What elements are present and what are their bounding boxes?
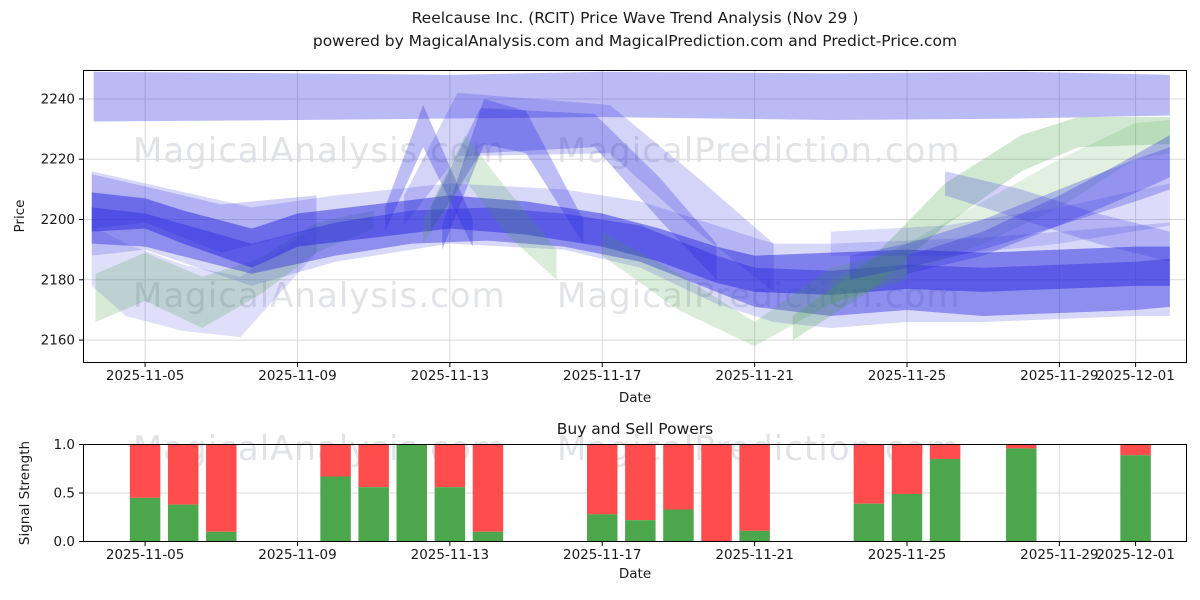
right-blue-band-1 xyxy=(849,147,1170,280)
x-tick-label: 2025-11-21 xyxy=(715,547,793,563)
right-green-band-1 xyxy=(792,117,1170,341)
x-tick-label: 2025-11-13 xyxy=(411,368,489,384)
sell-bar-2025-11-06 xyxy=(167,444,199,505)
buy-bar-2025-11-13 xyxy=(434,487,466,542)
sell-bar-2025-11-19 xyxy=(663,444,694,510)
y-tick-label: 1.0 xyxy=(54,437,75,453)
bar-chart-title: Buy and Sell Powers xyxy=(556,420,714,438)
spike-band-d xyxy=(404,92,774,292)
figure-title-line2: powered by MagicalAnalysis.com and Magic… xyxy=(312,32,958,50)
sell-bar-2025-11-20 xyxy=(701,444,732,542)
price-y-axis-label: Price xyxy=(12,199,28,233)
y-tick-label: 2240 xyxy=(41,91,75,107)
spike-band-a xyxy=(385,104,473,247)
sell-bar-2025-11-25 xyxy=(891,444,923,494)
watermark-prediction-row1: MagicalPrediction.com xyxy=(557,131,961,171)
sell-bar-2025-11-14 xyxy=(472,444,504,532)
ceiling-band xyxy=(93,71,1170,122)
spike-band-c xyxy=(430,107,717,280)
buy-bar-2025-11-26 xyxy=(929,459,961,542)
core-band-2 xyxy=(91,207,1170,316)
buy-bar-2025-11-11 xyxy=(358,487,389,542)
x-tick-label: 2025-11-13 xyxy=(411,547,489,563)
buy-bar-2025-11-07 xyxy=(206,531,237,542)
buy-bar-2025-11-14 xyxy=(472,531,504,542)
watermark-analysis-row2: MagicalAnalysis.com xyxy=(133,276,506,316)
signal-x-axis-label: Date xyxy=(618,566,652,582)
x-tick-label: 2025-11-29 xyxy=(1020,368,1098,384)
buy-bar-2025-11-19 xyxy=(663,509,694,542)
sell-bar-2025-11-24 xyxy=(853,444,885,504)
x-tick-label: 2025-11-25 xyxy=(868,547,946,563)
x-tick-label: 2025-11-05 xyxy=(106,547,184,563)
left-low-band xyxy=(91,225,317,338)
sell-bar-2025-11-18 xyxy=(625,444,656,521)
buy-bar-2025-11-21 xyxy=(739,530,770,542)
x-tick-label: 2025-11-21 xyxy=(715,368,793,384)
y-tick-label: 2180 xyxy=(41,272,75,288)
buy-bar-2025-12-01 xyxy=(1120,455,1151,542)
x-tick-label: 2025-12-01 xyxy=(1096,368,1174,384)
x-tick-label: 2025-11-17 xyxy=(563,547,641,563)
plot-border xyxy=(83,70,1187,363)
sell-bar-2025-11-17 xyxy=(587,444,618,515)
core-band-1 xyxy=(91,192,1170,295)
sell-bar-2025-11-26 xyxy=(929,444,961,460)
buy-bar-2025-11-05 xyxy=(129,497,161,542)
x-tick-label: 2025-11-25 xyxy=(868,368,946,384)
buy-bar-2025-11-10 xyxy=(320,476,351,542)
sell-bar-2025-11-11 xyxy=(358,444,389,488)
y-tick-label: 2220 xyxy=(41,152,75,168)
buy-bar-2025-11-06 xyxy=(167,504,199,542)
buy-bar-2025-11-18 xyxy=(625,520,656,542)
buy-bar-2025-11-24 xyxy=(853,503,885,542)
sell-bar-2025-11-21 xyxy=(739,444,770,531)
price-x-axis-label: Date xyxy=(618,390,652,406)
price-wave-chart: 2160 2180 2200 2220 2240 2025-11-05 2025-11-09… xyxy=(41,70,1187,384)
buy-bar-2025-11-17 xyxy=(587,514,618,542)
sell-bar-2025-12-01 xyxy=(1120,444,1151,456)
right-blue-band-2 xyxy=(907,135,1170,274)
right-blue-band-4 xyxy=(830,183,1170,256)
sell-bar-2025-11-05 xyxy=(129,444,161,498)
watermark-analysis-row1: MagicalAnalysis.com xyxy=(133,131,506,171)
sell-bar-2025-11-10 xyxy=(320,444,351,477)
y-tick-label: 2160 xyxy=(41,333,75,349)
buy-bar-2025-11-28 xyxy=(1006,448,1037,542)
right-blue-band-3 xyxy=(945,171,1170,262)
x-tick-label: 2025-11-05 xyxy=(106,368,184,384)
buy-bar-2025-11-25 xyxy=(891,493,923,542)
buy-bar-2025-11-12 xyxy=(396,444,427,542)
spike-band-b xyxy=(442,98,584,250)
y-tick-label: 2200 xyxy=(41,212,75,228)
y-tick-label: 0.0 xyxy=(54,534,75,550)
x-tick-label: 2025-12-01 xyxy=(1096,547,1174,563)
sell-bar-2025-11-07 xyxy=(206,444,237,532)
right-green-band-2 xyxy=(830,120,1170,304)
spike-green-band xyxy=(423,135,557,280)
buy-sell-bar-chart: 0.0 0.5 1.0 2025-11-05 2025-11-09 2025-11-13 2… xyxy=(54,437,1187,563)
x-tick-label: 2025-11-29 xyxy=(1020,547,1098,563)
x-tick-label: 2025-11-09 xyxy=(258,547,336,563)
x-tick-label: 2025-11-17 xyxy=(563,368,641,384)
x-tick-label: 2025-11-09 xyxy=(258,368,336,384)
figure-title-line1: Reelcause Inc. (RCIT) Price Wave Trend A… xyxy=(411,9,859,27)
sell-bar-2025-11-28 xyxy=(1006,444,1037,449)
plot-border xyxy=(83,444,1187,542)
signal-y-axis-label: Signal Strength xyxy=(17,440,33,546)
y-tick-label: 0.5 xyxy=(54,486,75,502)
green-dip-band xyxy=(602,231,907,347)
sell-bar-2025-11-13 xyxy=(434,444,466,488)
